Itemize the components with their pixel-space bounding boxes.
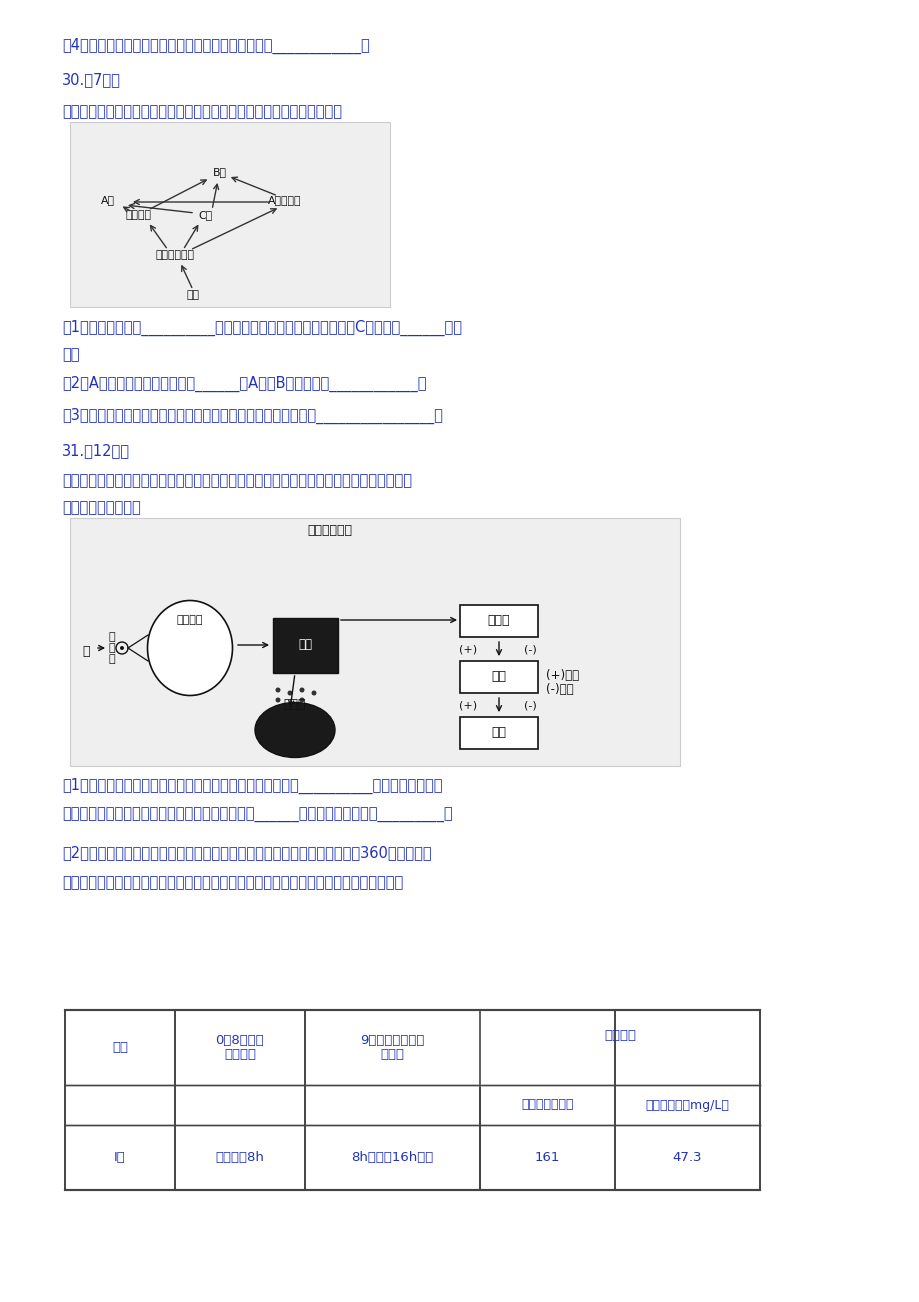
Circle shape — [287, 690, 292, 695]
Circle shape — [300, 687, 304, 693]
Text: （1）光照刺激视网膜，导致褪黑素分泌量发生变化，这属于__________调节。信号传递至: （1）光照刺激视网膜，导致褪黑素分泌量发生变化，这属于__________调节。… — [62, 779, 442, 794]
Bar — [70, 122, 390, 307]
Bar — [65, 1010, 759, 1190]
Bar — [460, 661, 538, 693]
Text: 下丘脑: 下丘脑 — [487, 615, 510, 628]
Text: 摇蚊的幼虫等: 摇蚊的幼虫等 — [155, 250, 194, 260]
Text: 47.3: 47.3 — [672, 1151, 701, 1164]
Text: （4）农田中的含量会影响农作物的光合作用，理由是____________。: （4）农田中的含量会影响农作物的光合作用，理由是____________。 — [62, 38, 369, 55]
Text: (+): (+) — [459, 700, 477, 710]
Text: 褪黑素浓度（mg/L）: 褪黑素浓度（mg/L） — [645, 1099, 729, 1112]
Text: 卵巢: 卵巢 — [491, 727, 506, 740]
Text: 视: 视 — [108, 631, 115, 642]
Text: 褪黑素: 褪黑素 — [283, 698, 306, 711]
Circle shape — [312, 690, 316, 695]
Circle shape — [275, 687, 280, 693]
Text: 究其调节机制，实验过程及结果见下表（开产日龄即产第一枚蛋的日龄，代表性成熟）。: 究其调节机制，实验过程及结果见下表（开产日龄即产第一枚蛋的日龄，代表性成熟）。 — [62, 875, 403, 891]
Text: 0至8周龄的
实验处理: 0至8周龄的 实验处理 — [215, 1034, 264, 1061]
Text: C鱼: C鱼 — [198, 210, 212, 220]
Bar — [70, 518, 679, 766]
Text: 藻类: 藻类 — [187, 290, 199, 299]
Circle shape — [275, 698, 280, 703]
Text: （3）请结合该图所示的营养关系提出一个可用数据研究的课题。________________。: （3）请结合该图所示的营养关系提出一个可用数据研究的课题。___________… — [62, 408, 442, 424]
Text: 开产日龄（天）: 开产日龄（天） — [521, 1099, 573, 1112]
Ellipse shape — [147, 600, 233, 695]
Text: 去甲肾上腺素: 去甲肾上腺素 — [307, 523, 352, 536]
Text: (+)促进: (+)促进 — [545, 669, 578, 682]
Text: 松果体的过程中，去甲肾上腺素是神经细胞释放的______，松果体是该过程的_________。: 松果体的过程中，去甲肾上腺素是神经细胞释放的______，松果体是该过程的___… — [62, 809, 452, 823]
Text: 知识回答有关问题：: 知识回答有关问题： — [62, 500, 141, 516]
Text: 网: 网 — [108, 643, 115, 654]
Text: (-): (-) — [523, 644, 536, 654]
Bar — [460, 717, 538, 749]
Text: （2）A鱼体内的能量直接来自于______。A鱼与B鱼的关系是____________。: （2）A鱼体内的能量直接来自于______。A鱼与B鱼的关系是_________… — [62, 376, 426, 392]
Text: 受体: 受体 — [298, 638, 312, 651]
Ellipse shape — [255, 703, 335, 758]
Circle shape — [300, 698, 304, 703]
Text: (+): (+) — [459, 644, 477, 654]
Text: 31.（12分）: 31.（12分） — [62, 443, 130, 458]
Text: A鱼: A鱼 — [101, 195, 115, 204]
Text: 8h光照、16h黑暗: 8h光照、16h黑暗 — [351, 1151, 433, 1164]
Text: 垂体: 垂体 — [491, 671, 506, 684]
Text: A鱼的鱼苗: A鱼的鱼苗 — [268, 195, 301, 204]
Text: 组别: 组别 — [112, 1042, 128, 1055]
Text: B鱼: B鱼 — [213, 167, 227, 177]
Text: 9周龄至开产的实
验处理: 9周龄至开产的实 验处理 — [360, 1034, 425, 1061]
Text: 神经中枢: 神经中枢 — [176, 615, 203, 625]
Bar — [273, 618, 337, 673]
Text: 161: 161 — [534, 1151, 560, 1164]
Text: 下图是我省某淡水域中的部分生物的营养关系。请分析后回答相关问题：: 下图是我省某淡水域中的部分生物的营养关系。请分析后回答相关问题： — [62, 104, 342, 118]
Text: 30.（7分）: 30.（7分） — [62, 72, 120, 87]
Text: (-): (-) — [523, 700, 536, 710]
Text: 级。: 级。 — [62, 348, 79, 362]
Text: 膜: 膜 — [108, 654, 115, 664]
Text: 通过收集资料知道，光照对蛋鸡生殖节律的调节与褪黑素的产生有下图所示关系。利用所学: 通过收集资料知道，光照对蛋鸡生殖节律的调节与褪黑素的产生有下图所示关系。利用所学 — [62, 473, 412, 488]
Text: 食肉昆虫: 食肉昆虫 — [125, 210, 151, 220]
Text: 实验结果: 实验结果 — [604, 1029, 635, 1042]
Bar — [460, 605, 538, 637]
Text: （1）图中显示许多__________彼此相互交错形成的复杂营养关系，C鱼位于第______营养: （1）图中显示许多__________彼此相互交错形成的复杂营养关系，C鱼位于第… — [62, 320, 461, 336]
Text: 每天均为8h: 每天均为8h — [215, 1151, 264, 1164]
Circle shape — [119, 646, 124, 650]
Text: （2）为了揭示褪黑素影响蛋鸡性成熟机制及与光周期的关系，科研人员选用360只蛋鸡，研: （2）为了揭示褪黑素影响蛋鸡性成熟机制及与光周期的关系，科研人员选用360只蛋鸡… — [62, 845, 431, 861]
Text: 光: 光 — [82, 644, 89, 658]
Text: Ⅰ组: Ⅰ组 — [114, 1151, 126, 1164]
Text: (-)抑制: (-)抑制 — [545, 684, 573, 697]
